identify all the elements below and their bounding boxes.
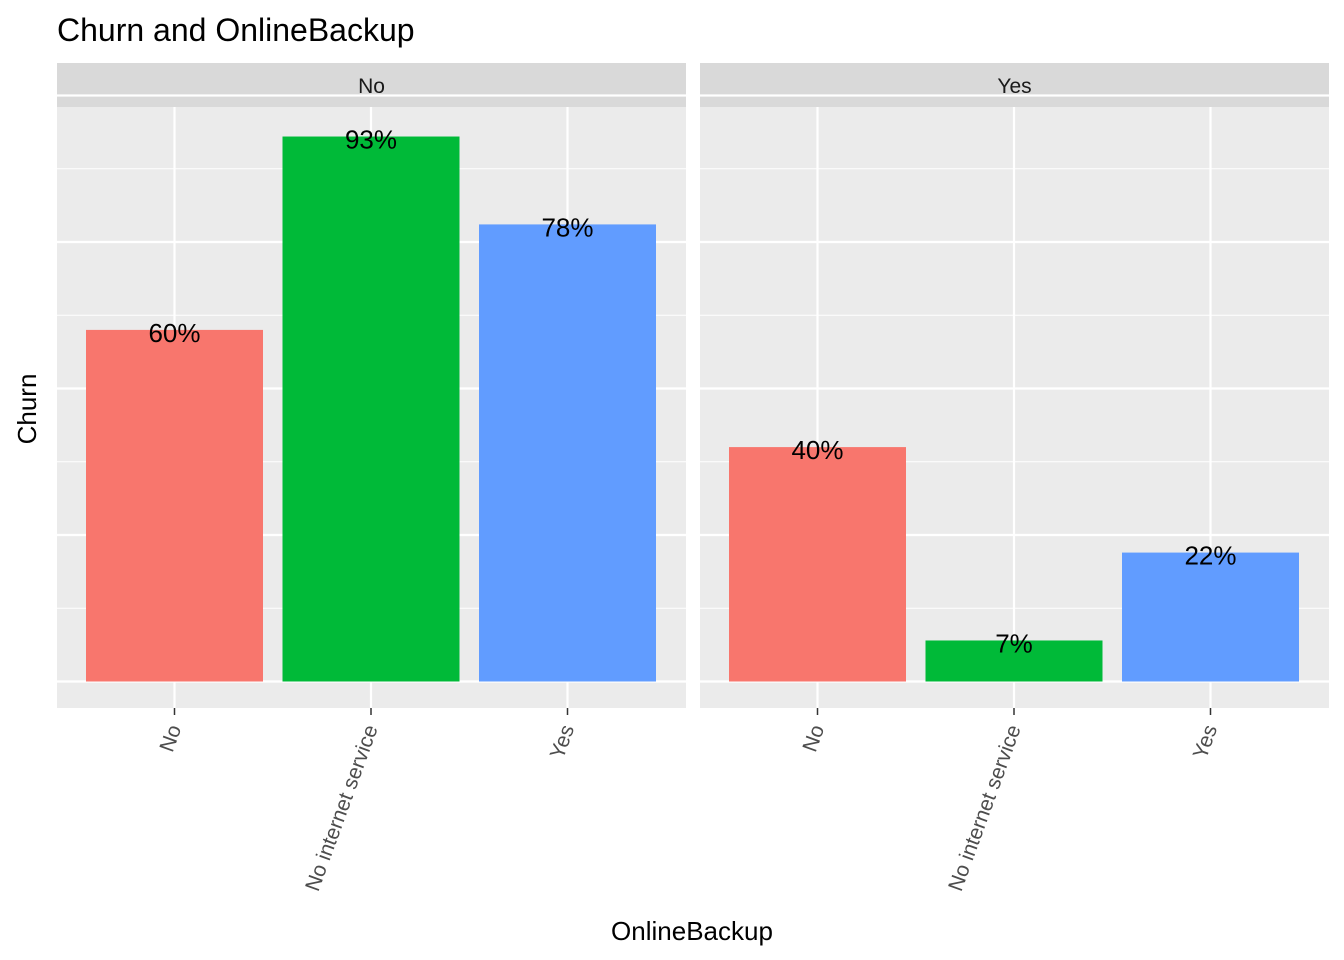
bar-no [729,447,906,682]
bar-yes [479,224,656,682]
facet-strip-label: Yes [997,75,1031,98]
x-tick-label: No [155,722,186,755]
facet-panels: No 60% No 93% No internet service 78% Yes Yes 40… [57,63,1329,894]
bar-data-label: 7% [995,628,1033,658]
bar-data-label: 93% [345,125,397,155]
bar-data-label: 40% [791,435,843,465]
x-tick-label: No internet service [301,722,382,894]
x-axis-title: OnlineBackup [611,916,773,946]
chart-title: Churn and OnlineBackup [57,12,415,48]
x-tick-label: No [798,722,829,755]
bar-yes [1122,552,1299,682]
bar-data-label: 22% [1184,541,1236,571]
facet-panel-no: No 60% No 93% No internet service 78% Yes [57,63,686,894]
y-axis-title: Churn [12,374,42,445]
facet-strip [700,63,1329,107]
x-tick-label: No internet service [944,722,1025,894]
x-tick-label: Yes [546,722,579,762]
bar-data-label: 60% [148,318,200,348]
bar-no-internet-service [282,136,460,682]
bar-no-internet-service [925,640,1103,682]
bar-data-label: 78% [541,212,593,242]
facet-strip [57,63,686,107]
facet-strip-label: No [358,75,385,98]
bar-no [86,329,263,682]
x-tick-label: Yes [1189,722,1222,762]
facet-panel-yes: Yes 40% No 7% No internet service 22% Yes [700,63,1329,894]
